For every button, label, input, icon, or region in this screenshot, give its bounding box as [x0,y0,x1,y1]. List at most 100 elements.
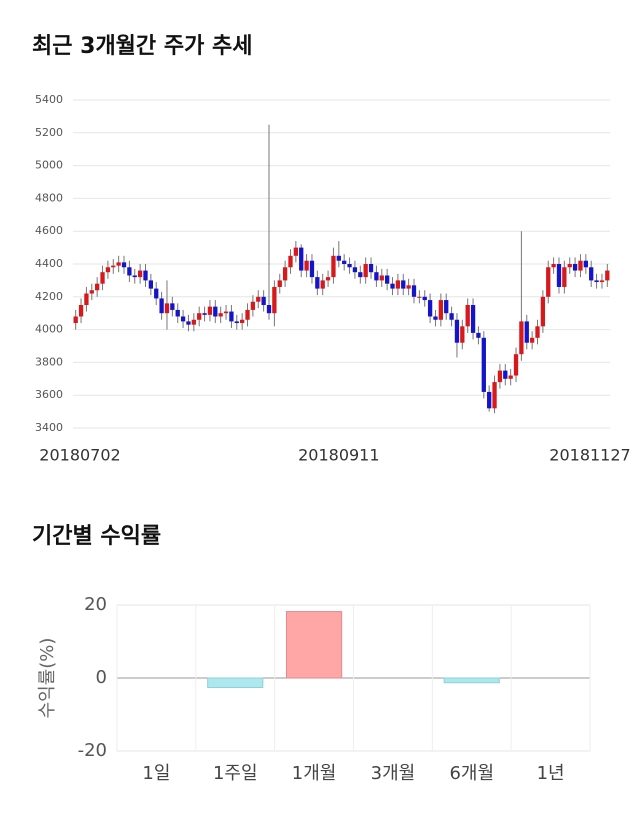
y-tick-label: 4400 [35,257,63,270]
x-tick-label: 1년 [537,763,565,784]
candle-body [207,306,213,315]
y-tick-label: -20 [78,740,107,761]
candle-body [342,260,347,264]
candle-body [599,280,605,283]
candle-body [154,288,159,299]
candle-body [78,305,84,317]
candle-body [250,301,256,310]
y-tick-label: 0 [96,667,107,688]
candle-body [95,283,100,291]
candle-body [562,267,567,287]
y-tick-label: 3400 [35,421,63,434]
candle-body [116,262,121,266]
candle-body [164,303,170,314]
y-tick-label: 4800 [35,191,63,204]
candle-body [358,272,363,278]
candle-body [127,267,132,276]
candle-body [417,296,422,298]
candle-body [347,264,352,268]
candle-body [245,309,250,320]
candle-body [374,272,379,281]
candle-body [508,375,513,379]
x-tick-label: 1일 [142,763,170,784]
y-tick-label: 3600 [35,388,63,401]
candle-body [277,280,282,287]
candle-body [89,290,94,294]
candle-body [132,275,137,278]
candle-body [299,247,304,271]
candle-body [84,293,89,305]
candle-body [503,370,508,379]
y-tick-label: 20 [84,594,107,615]
candle-body [449,313,454,320]
candle-body [605,270,610,281]
candle-body [170,303,175,310]
candle-body [556,264,562,287]
y-axis-label: 수익률(%) [37,638,58,719]
candle-body [476,332,481,338]
y-tick-label: 4600 [35,224,63,237]
candle-body [422,296,427,301]
candle-body [529,337,535,343]
candle-body [470,305,476,333]
candle-body [384,275,390,284]
candle-body [551,264,556,268]
candle-body [594,280,599,283]
candle-body [229,311,234,322]
candle-body [266,305,272,314]
candle-body [175,309,180,317]
candle-body [282,267,288,281]
candle-body [497,370,503,383]
y-tick-label: 4000 [35,323,63,336]
candle-body [583,260,588,268]
candle-body [159,298,164,314]
candle-body [148,280,154,289]
candle-body [524,321,529,343]
x-tick-label: 20180911 [298,446,379,465]
candle-body [395,280,401,289]
candle-body [315,277,320,289]
y-tick-label: 5200 [35,126,63,139]
candle-body [186,321,191,325]
candle-body [460,326,465,343]
bar [207,677,264,688]
candle-body [121,262,127,268]
candle-body [465,305,470,327]
x-tick-label: 1개월 [292,763,337,784]
candle-body [191,319,196,325]
candle-body [213,306,218,317]
candle-body [438,300,443,320]
candle-body [401,280,406,289]
candle-body [336,255,341,261]
candle-body [180,316,186,322]
candle-body [197,313,202,320]
candle-body [352,267,358,273]
candle-body [223,311,229,314]
candle-body [427,300,433,317]
candle-body [320,280,325,289]
candle-body [218,313,223,317]
candle-body [309,260,315,278]
candle-body [256,296,261,302]
candle-body [288,255,293,268]
candle-body [379,275,384,281]
candle-body [454,319,460,343]
candle-body [105,267,111,273]
chart-title: 기간별 수익률 [32,524,161,549]
candle-body [589,267,594,281]
candle-body [444,300,449,314]
candle-body [137,270,143,278]
candle-body [492,382,497,409]
candle-body [325,277,331,281]
candle-body [240,319,245,324]
candle-body [202,313,207,315]
candle-body [234,321,239,324]
candle-body [111,265,116,268]
candle-body [411,285,417,297]
candle-body [572,264,578,271]
candle-body [519,321,524,355]
candle-body [261,296,266,305]
candle-body [487,391,492,409]
candle-body [481,337,486,392]
